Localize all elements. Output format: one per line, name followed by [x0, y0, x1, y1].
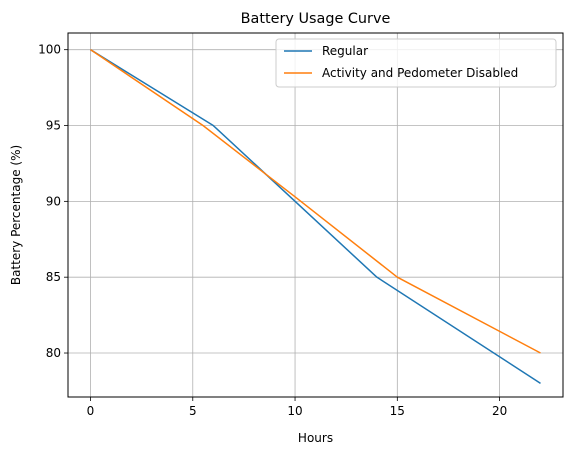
- x-tick-label: 20: [492, 404, 507, 418]
- y-tick-label: 100: [38, 43, 61, 57]
- y-tick-label: 85: [46, 270, 61, 284]
- legend-label-2: Activity and Pedometer Disabled: [322, 66, 518, 80]
- x-tick-label: 10: [287, 404, 302, 418]
- y-tick-label: 95: [46, 119, 61, 133]
- axis-ticks: 0 5 10 15 20 80 85 90 95 100: [38, 43, 507, 418]
- x-tick-label: 15: [390, 404, 405, 418]
- y-axis-title: Battery Percentage (%): [9, 145, 23, 285]
- series-lines: [90, 49, 541, 384]
- series-line-1: [90, 49, 541, 384]
- y-tick-label: 90: [46, 194, 61, 208]
- x-tick-label: 5: [189, 404, 197, 418]
- y-tick-label: 80: [46, 346, 61, 360]
- plot-frame: [67, 32, 564, 398]
- legend-label-1: Regular: [322, 44, 368, 58]
- legend-box: [275, 38, 557, 88]
- legend: Regular Activity and Pedometer Disabled: [275, 38, 557, 88]
- x-tick-label: 0: [87, 404, 95, 418]
- x-axis-title: Hours: [298, 431, 333, 445]
- series-line-2: [90, 49, 541, 354]
- chart-title: Battery Usage Curve: [241, 11, 391, 27]
